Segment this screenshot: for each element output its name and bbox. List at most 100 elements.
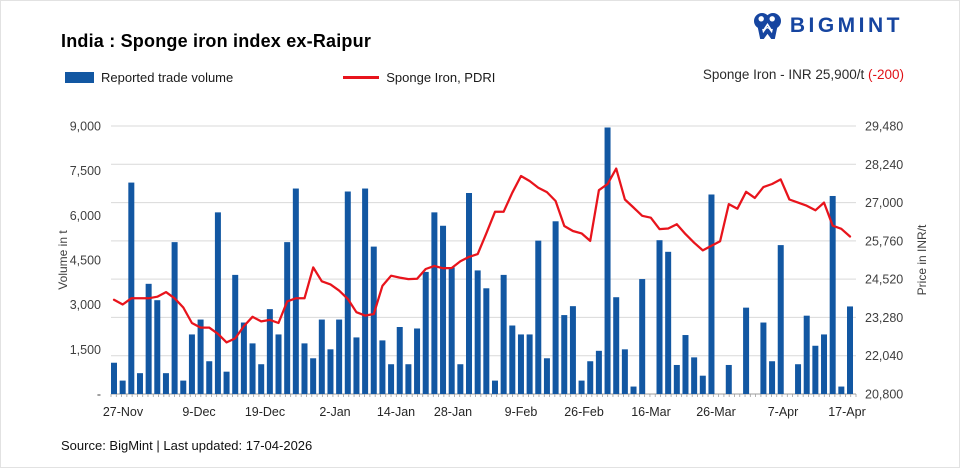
x-axis-date-label: 16-Mar xyxy=(631,405,671,419)
volume-bar xyxy=(370,246,377,394)
volume-bar xyxy=(284,242,291,394)
volume-bar xyxy=(457,364,464,394)
legend-item-price: Sponge Iron, PDRI xyxy=(343,70,495,85)
volume-bar xyxy=(188,334,195,394)
volume-bar xyxy=(673,364,680,394)
volume-bar xyxy=(197,319,204,394)
volume-bar xyxy=(214,212,221,394)
volume-bar xyxy=(656,240,663,394)
x-axis-date-label: 17-Apr xyxy=(828,405,866,419)
legend-item-volume: Reported trade volume xyxy=(65,70,233,85)
volume-bar xyxy=(240,322,247,394)
volume-bar xyxy=(517,334,524,394)
volume-bar xyxy=(621,349,628,394)
volume-bar xyxy=(708,194,715,394)
volume-bar xyxy=(249,343,256,394)
volume-bar xyxy=(206,361,213,394)
y-axis-right-tick-label: 29,480 xyxy=(865,120,903,134)
volume-bar xyxy=(691,357,698,394)
bigmint-logo-icon xyxy=(753,13,781,39)
volume-bar xyxy=(595,350,602,394)
y-axis-right-tick-label: 25,760 xyxy=(865,234,903,248)
legend-price-label: Sponge Iron, PDRI xyxy=(386,70,496,85)
volume-bar xyxy=(535,240,542,394)
volume-bar xyxy=(344,191,351,394)
volume-bar xyxy=(405,364,412,394)
volume-bar xyxy=(795,364,802,394)
x-axis-date-label: 19-Dec xyxy=(245,405,285,419)
price-value: Sponge Iron - INR 25,900/t xyxy=(702,67,865,82)
y-axis-left-tick-label: 3,000 xyxy=(70,298,101,312)
volume-bar xyxy=(699,375,706,394)
x-axis-date-label: 28-Jan xyxy=(434,405,472,419)
volume-bar xyxy=(336,319,343,394)
volume-bar xyxy=(111,362,117,394)
price-line-swatch-icon xyxy=(343,76,380,79)
volume-bar xyxy=(526,334,533,394)
volume-bar xyxy=(838,386,845,394)
y-axis-right-tick-label: 23,280 xyxy=(865,311,903,325)
page-title: India : Sponge iron index ex-Raipur xyxy=(61,31,372,51)
y-axis-right-tick-label: 24,520 xyxy=(865,273,903,287)
volume-bar xyxy=(258,364,265,394)
volume-bar xyxy=(119,380,126,394)
x-axis-date-label: 27-Nov xyxy=(103,405,144,419)
x-axis-date-label: 26-Feb xyxy=(564,405,604,419)
y-axis-left-tick-label: 4,500 xyxy=(70,254,101,268)
x-axis-date-label: 14-Jan xyxy=(377,405,415,419)
volume-bar xyxy=(665,251,672,394)
x-axis-date-label: 2-Jan xyxy=(319,405,350,419)
volume-bar xyxy=(639,279,646,394)
volume-bar xyxy=(821,334,828,394)
price-change-badge: (-200) xyxy=(867,67,904,82)
volume-bar xyxy=(552,221,559,394)
volume-bar xyxy=(292,188,299,394)
y-axis-left-tick-label: 7,500 xyxy=(70,164,101,178)
source-note: Source: BigMint | Last updated: 17-04-20… xyxy=(61,438,313,453)
volume-bar xyxy=(396,327,403,394)
volume-bar xyxy=(128,182,135,394)
price-line-series xyxy=(112,167,852,344)
legend: Reported trade volume Sponge Iron, PDRI xyxy=(65,70,495,85)
volume-bar xyxy=(422,271,429,394)
volume-bar xyxy=(379,340,386,394)
volume-bar xyxy=(743,307,750,394)
volume-bar xyxy=(578,380,585,394)
y-axis-left-tick-label: 9,000 xyxy=(70,120,101,134)
volume-bar xyxy=(803,315,810,394)
combo-chart: 9,000 7,500 6,000 4,500 3,000 1,500 - 29,480 28,… xyxy=(70,120,904,420)
volume-bar xyxy=(327,349,334,394)
volume-bar xyxy=(630,386,637,394)
volume-bar xyxy=(543,358,550,394)
volume-bar xyxy=(431,212,438,394)
volume-bar xyxy=(725,364,732,394)
x-axis-date-label: 9-Dec xyxy=(182,405,215,419)
y-axis-left-tick-label: - xyxy=(97,388,101,402)
volume-bar xyxy=(569,306,576,394)
volume-bar xyxy=(812,345,819,394)
volume-bar xyxy=(777,245,784,394)
volume-bar xyxy=(162,373,169,394)
volume-bar xyxy=(353,337,360,394)
volume-bar xyxy=(587,361,594,394)
y-axis-left-tick-label: 6,000 xyxy=(70,209,101,223)
y-axis-right-tick-label: 22,040 xyxy=(865,349,903,363)
brand-wordmark: BIGMINT xyxy=(789,13,903,37)
volume-bar xyxy=(223,371,230,394)
volume-bar xyxy=(448,267,455,394)
y-axis-right-tick-label: 27,000 xyxy=(865,196,903,210)
volume-bar xyxy=(154,300,161,394)
volume-swatch-icon xyxy=(65,72,94,83)
volume-bar xyxy=(310,358,317,394)
current-price-label: Sponge Iron - INR 25,900/t (-200) xyxy=(703,67,904,82)
y-axis-right-tick-label: 20,800 xyxy=(865,388,903,402)
volume-bar xyxy=(760,322,767,394)
volume-bar xyxy=(561,315,568,394)
volume-bar xyxy=(847,306,853,394)
volume-bar xyxy=(180,380,187,394)
volume-bar xyxy=(171,242,178,394)
chart-plot-area: 9,000 7,500 6,000 4,500 3,000 1,500 - 29,480 28,… xyxy=(1,101,959,431)
volume-bar xyxy=(136,373,143,394)
volume-bar xyxy=(613,297,620,394)
volume-bar xyxy=(414,328,421,394)
